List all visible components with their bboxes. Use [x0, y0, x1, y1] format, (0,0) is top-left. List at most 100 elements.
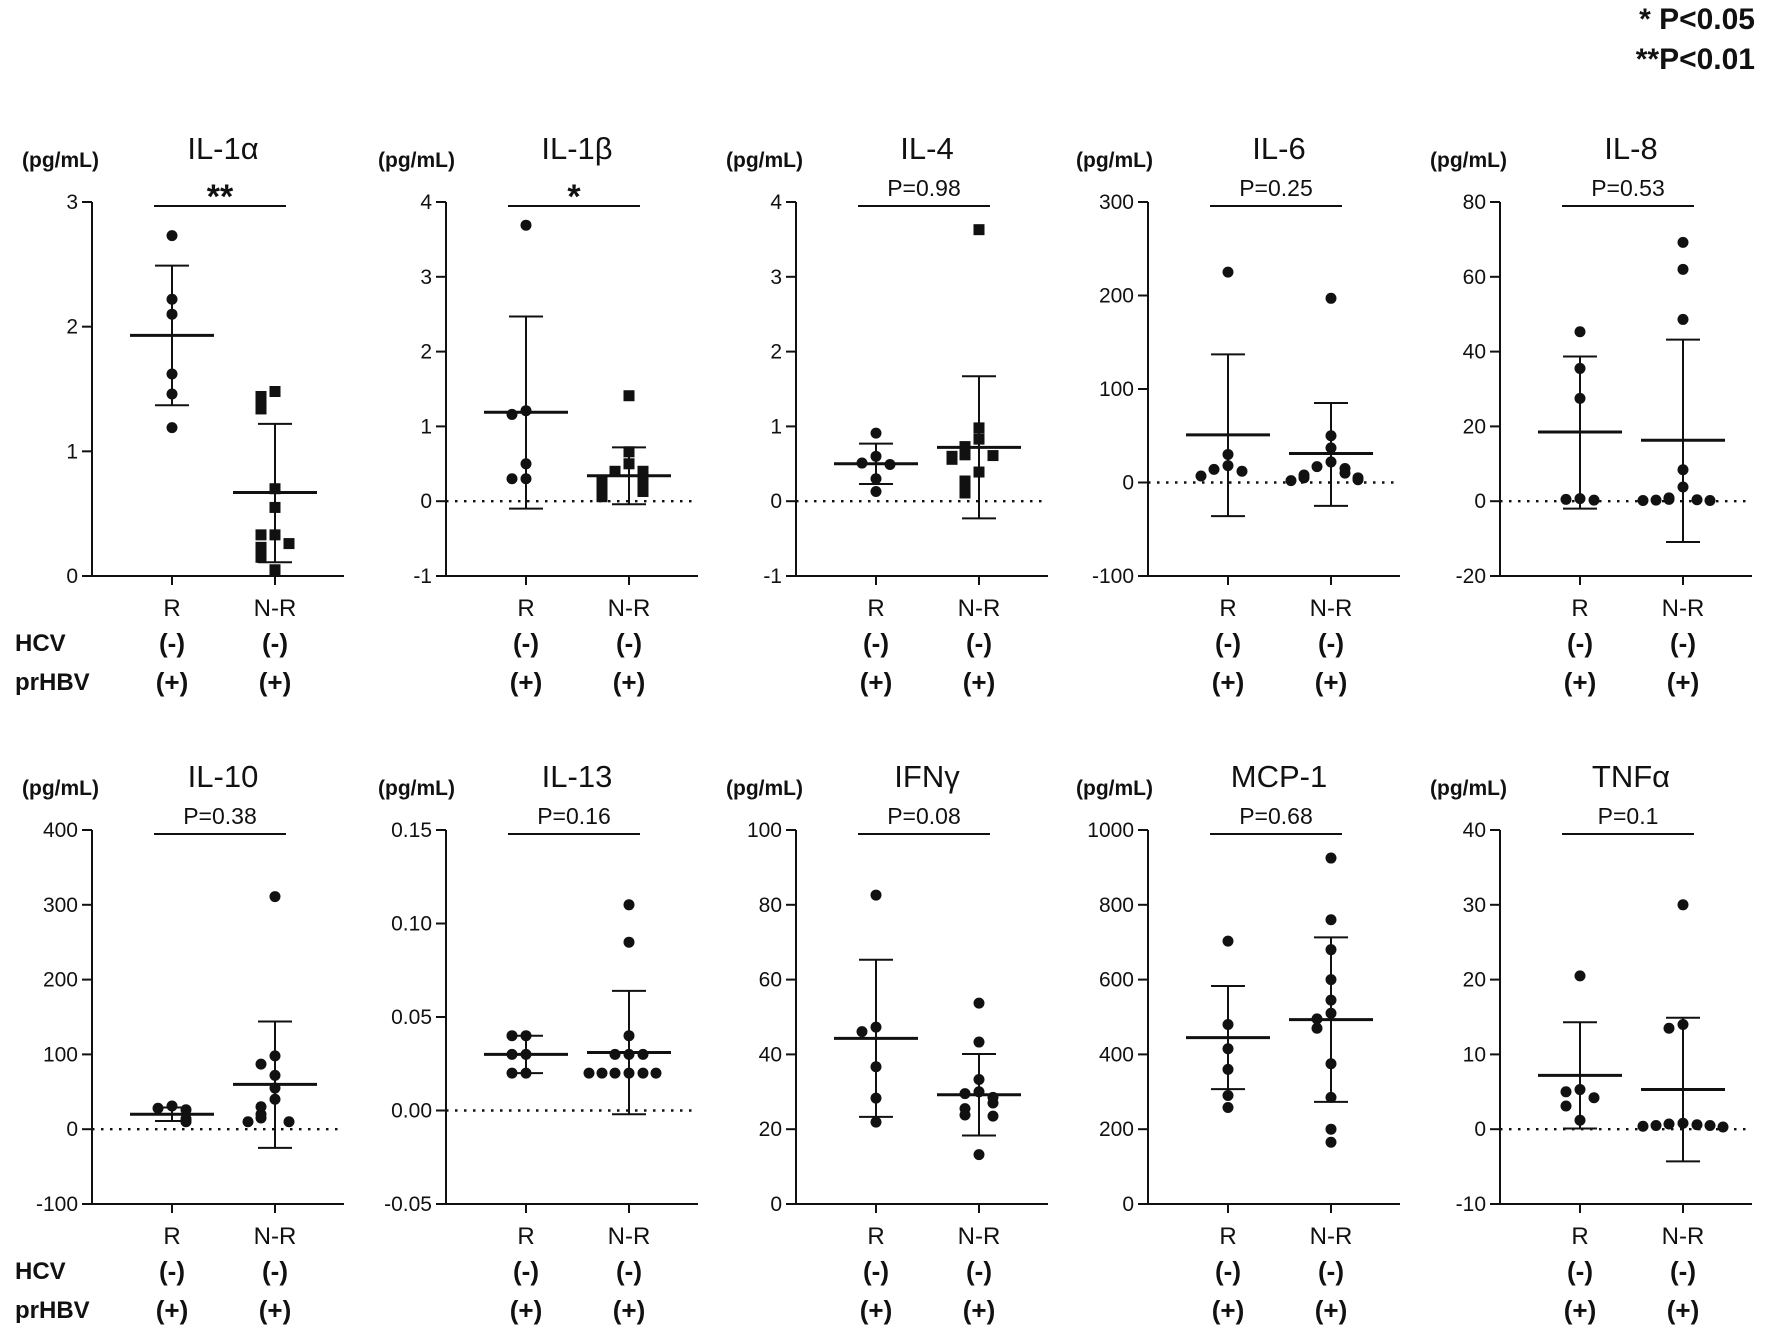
data-point [269, 501, 281, 513]
data-point [1637, 494, 1649, 506]
y-tick-label: -1 [763, 565, 782, 588]
y-tick-label: 400 [43, 819, 78, 842]
data-point [1222, 935, 1234, 947]
data-point [987, 1097, 999, 1109]
significance-label: * [567, 178, 581, 216]
significance-label: P=0.68 [1239, 803, 1313, 829]
data-point [623, 1067, 635, 1079]
data-point [180, 1116, 192, 1128]
panel-ifn-: (pg/mL) IFNγ P=0.08 0 20 40 60 80 100 R (-) (+) N-R (… [726, 759, 1048, 1325]
data-point [269, 1050, 281, 1062]
data-point [255, 551, 267, 563]
group-label: R [867, 595, 884, 622]
data-point [637, 465, 649, 477]
data-point [1704, 494, 1716, 506]
data-point [1325, 442, 1337, 454]
data-point [1285, 475, 1297, 487]
panel-mcp-1: (pg/mL) MCP-1 P=0.68 0 200 400 600 800 1000 R (-) (… [1076, 759, 1400, 1325]
prhbv-status: (+) [613, 1295, 646, 1325]
prhbv-status: (+) [1667, 1295, 1700, 1325]
data-point [870, 450, 882, 462]
significance-label: P=0.08 [887, 803, 961, 829]
data-point [1325, 1123, 1337, 1135]
hcv-status: (-) [159, 628, 185, 658]
data-point [973, 433, 985, 445]
y-tick-label: 40 [1463, 819, 1486, 842]
group-label: R [1571, 1223, 1588, 1250]
data-point [1574, 392, 1586, 404]
hcv-status: (-) [863, 1256, 889, 1286]
y-tick-label: 2 [420, 341, 432, 364]
data-point [506, 473, 518, 485]
data-point [650, 1067, 662, 1079]
data-point [637, 473, 649, 485]
data-point [1195, 470, 1207, 482]
y-unit-label: (pg/mL) [378, 149, 455, 172]
data-point [623, 446, 635, 458]
data-point [255, 541, 267, 553]
y-tick-label: 0 [1474, 1118, 1486, 1141]
data-point [609, 465, 621, 477]
data-point [637, 1067, 649, 1079]
hcv-status: (-) [262, 628, 288, 658]
y-tick-label: 300 [1099, 191, 1134, 214]
y-tick-label: 200 [1099, 1118, 1134, 1141]
group-label: N-R [1662, 595, 1705, 622]
panel-title: MCP-1 [1231, 759, 1327, 794]
y-tick-label: 4 [420, 191, 432, 214]
significance-label: ** [207, 178, 234, 216]
panel-il-10: (pg/mL) IL-10 P=0.38 -100 0 100 200 300 400 R (-) (… [15, 759, 344, 1325]
data-point [870, 1092, 882, 1104]
data-point [623, 936, 635, 948]
data-point [637, 1048, 649, 1060]
prhbv-status: (+) [259, 1295, 292, 1325]
group-label: N-R [1662, 1223, 1705, 1250]
panel-il-1-: (pg/mL) IL-1α ** 0 1 2 3 R (-) (+) N-R (-) (+) HCV prH… [15, 131, 344, 697]
data-point [1560, 1086, 1572, 1098]
y-tick-label: 1 [66, 440, 78, 463]
y-tick-label: 80 [1463, 191, 1486, 214]
data-point [520, 1067, 532, 1079]
y-tick-label: 60 [1463, 266, 1486, 289]
y-tick-label: 300 [43, 894, 78, 917]
data-point [856, 457, 868, 469]
data-point [1574, 1084, 1586, 1096]
hcv-status: (-) [1215, 1256, 1241, 1286]
prhbv-status: (+) [156, 1295, 189, 1325]
data-point [269, 1093, 281, 1105]
prhbv-status: (+) [860, 1295, 893, 1325]
prhbv-status: (+) [510, 1295, 543, 1325]
y-tick-label: 1 [420, 415, 432, 438]
data-point [520, 219, 532, 231]
data-point [1650, 1119, 1662, 1131]
data-point [870, 473, 882, 485]
data-point [959, 449, 971, 461]
y-tick-label: 40 [1463, 341, 1486, 364]
panel-il-13: (pg/mL) IL-13 P=0.16 -0.05 0.00 0.05 0.10 0.15 R… [378, 759, 698, 1325]
data-point [1325, 430, 1337, 442]
prhbv-status: (+) [510, 667, 543, 697]
y-unit-label: (pg/mL) [1430, 777, 1507, 800]
data-point [520, 1030, 532, 1042]
group-label: N-R [254, 1223, 297, 1250]
data-point [1325, 1007, 1337, 1019]
data-point [596, 1067, 608, 1079]
y-tick-label: 200 [1099, 285, 1134, 308]
data-point [506, 1067, 518, 1079]
data-point [1222, 1090, 1234, 1102]
data-point [637, 485, 649, 497]
prhbv-status: (+) [1564, 667, 1597, 697]
group-label: R [517, 595, 534, 622]
data-point [255, 403, 267, 415]
data-point [959, 1109, 971, 1121]
y-tick-label: 100 [43, 1043, 78, 1066]
group-label: R [1219, 595, 1236, 622]
data-point [1208, 463, 1220, 475]
data-point [269, 1082, 281, 1094]
data-point [1677, 313, 1689, 325]
y-tick-label: 2 [770, 341, 782, 364]
data-point [856, 1026, 868, 1038]
y-unit-label: (pg/mL) [378, 777, 455, 800]
prhbv-status: (+) [860, 667, 893, 697]
panel-il-8: (pg/mL) IL-8 P=0.53 -20 0 20 40 60 80 R (-) (+) N-R (… [1430, 131, 1752, 697]
